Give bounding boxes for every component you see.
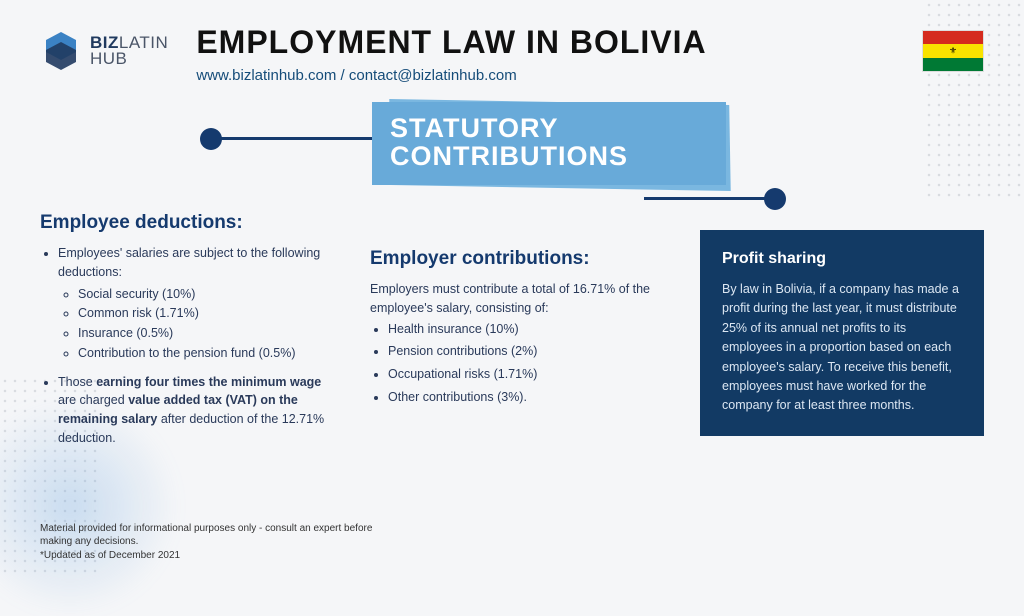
banner-line1: STATUTORY	[390, 113, 559, 143]
title-block: EMPLOYMENT LAW IN BOLIVIA www.bizlatinhu…	[196, 24, 894, 84]
footer-line1: Material provided for informational purp…	[40, 522, 380, 549]
flag-emblem: ⚜	[949, 46, 957, 57]
contact-line: www.bizlatinhub.com / contact@bizlatinhu…	[196, 67, 894, 84]
employee-intro-item: Employees' salaries are subject to the f…	[58, 244, 340, 363]
logo-mark-icon	[40, 30, 82, 72]
footer-line2: *Updated as of December 2021	[40, 549, 380, 563]
employer-item: Health insurance (10%)	[388, 320, 670, 339]
banner: STATUTORY CONTRIBUTIONS	[372, 102, 726, 185]
deduction-item: Social security (10%)	[78, 285, 340, 304]
page-title: EMPLOYMENT LAW IN BOLIVIA	[196, 24, 894, 61]
employer-contributions-column: Employer contributions: Employers must c…	[370, 248, 670, 452]
flag-stripe-top	[923, 31, 983, 44]
logo-block: BIZLATIN HUB	[40, 30, 168, 72]
employer-item: Occupational risks (1.71%)	[388, 365, 670, 384]
deduction-item: Common risk (1.71%)	[78, 304, 340, 323]
profit-heading: Profit sharing	[722, 250, 962, 268]
deduction-item: Contribution to the pension fund (0.5%)	[78, 344, 340, 363]
employer-list: Health insurance (10%) Pension contribut…	[370, 320, 670, 407]
profit-body: By law in Bolivia, if a company has made…	[722, 280, 962, 416]
logo-hub: HUB	[90, 51, 168, 67]
deduction-item: Insurance (0.5%)	[78, 324, 340, 343]
note-pre: Those	[58, 375, 96, 389]
employer-item: Pension contributions (2%)	[388, 342, 670, 361]
bolivia-flag-icon: ⚜	[922, 30, 984, 72]
employee-list: Employees' salaries are subject to the f…	[40, 244, 340, 448]
page-container: BIZLATIN HUB EMPLOYMENT LAW IN BOLIVIA w…	[0, 0, 1024, 476]
employer-heading: Employer contributions:	[370, 248, 670, 270]
employer-intro: Employers must contribute a total of 16.…	[370, 280, 670, 318]
employee-intro: Employees' salaries are subject to the f…	[58, 246, 320, 279]
profit-sharing-box: Profit sharing By law in Bolivia, if a c…	[700, 230, 984, 436]
profit-sharing-column: Profit sharing By law in Bolivia, if a c…	[700, 212, 984, 452]
connector-dot-left	[200, 128, 222, 150]
content-columns: Employee deductions: Employees' salaries…	[40, 212, 984, 452]
note-bold1: earning four times the minimum wage	[96, 375, 321, 389]
flag-stripe-bot	[923, 58, 983, 71]
connector-dot-right	[764, 188, 786, 210]
note-mid: are charged	[58, 393, 128, 407]
logo-text: BIZLATIN HUB	[90, 35, 168, 67]
employee-heading: Employee deductions:	[40, 212, 340, 234]
connector-line-right	[644, 197, 774, 200]
banner-line2: CONTRIBUTIONS	[390, 141, 628, 171]
footer-disclaimer: Material provided for informational purp…	[40, 522, 380, 563]
employee-sublist: Social security (10%) Common risk (1.71%…	[58, 285, 340, 363]
employee-note-item: Those earning four times the minimum wag…	[58, 373, 340, 448]
header-row: BIZLATIN HUB EMPLOYMENT LAW IN BOLIVIA w…	[40, 24, 984, 84]
banner-section: STATUTORY CONTRIBUTIONS	[40, 92, 984, 212]
employer-item: Other contributions (3%).	[388, 388, 670, 407]
employee-deductions-column: Employee deductions: Employees' salaries…	[40, 212, 340, 452]
